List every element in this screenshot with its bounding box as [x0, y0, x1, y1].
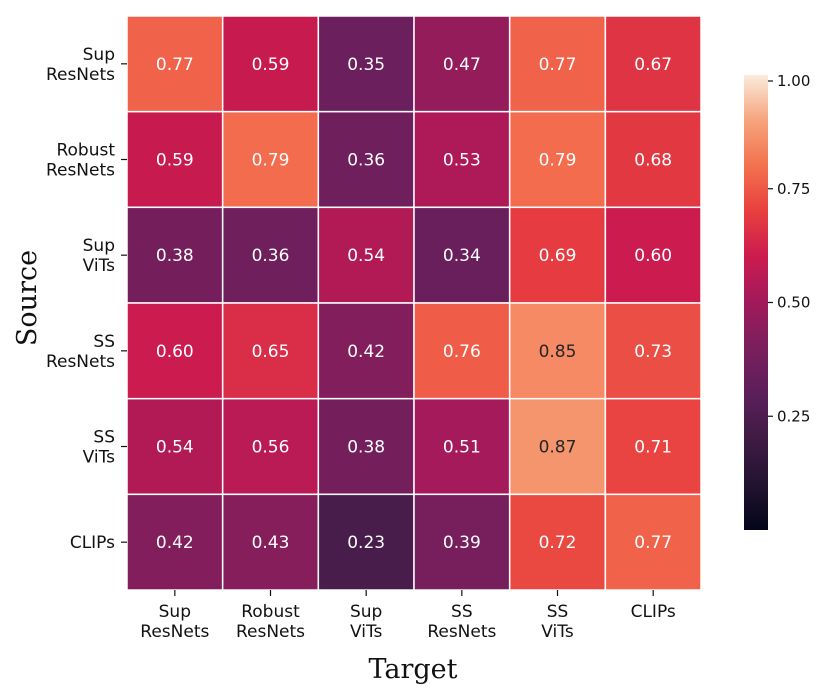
y-tick-label: Robust ResNets — [46, 141, 115, 181]
cell-value-label: 0.56 — [252, 438, 290, 458]
x-tick-label: SS ViTs — [541, 602, 574, 642]
heatmap-cell — [413, 302, 511, 400]
x-axis-ticks: Sup ResNets Robust ResNets Sup ViTs SS ResNets S… — [140, 590, 676, 642]
cell-value-label: 0.73 — [634, 342, 672, 362]
heatmap-cell — [508, 302, 607, 400]
cell-value-label: 0.42 — [156, 533, 194, 553]
heatmap-cell — [126, 302, 224, 400]
heatmap-cell — [604, 493, 702, 591]
cell-value-label: 0.85 — [539, 342, 577, 362]
cell-value-label: 0.77 — [539, 55, 577, 75]
x-tick-label: CLIPs — [631, 602, 676, 622]
cell-value-label: 0.71 — [634, 438, 672, 458]
cell-value-label: 0.54 — [347, 246, 385, 266]
cell-value-label: 0.51 — [443, 438, 481, 458]
x-tick-label: Sup ResNets — [140, 602, 209, 642]
colorbar-gradient — [744, 75, 768, 530]
heatmap-cell — [126, 397, 224, 496]
heatmap-cell — [604, 302, 702, 400]
heatmap-cell — [221, 15, 320, 113]
cell-value-label: 0.60 — [634, 246, 672, 266]
heatmap-cell — [126, 15, 224, 113]
heatmap-cell — [413, 206, 511, 304]
cell-value-label: 0.76 — [443, 342, 481, 362]
x-tick-label: Robust ResNets — [236, 602, 305, 642]
cell-value-label: 0.39 — [443, 533, 481, 553]
x-tick-label: Sup ViTs — [350, 602, 383, 642]
cell-value-label: 0.87 — [539, 438, 577, 458]
heatmap-cell — [413, 397, 511, 496]
heatmap-cell — [604, 110, 702, 209]
cell-value-label: 0.67 — [634, 55, 672, 75]
y-tick-label: Sup ViTs — [83, 236, 116, 276]
heatmap-cell — [508, 397, 607, 496]
colorbar-tick-label: 0.75 — [777, 180, 810, 198]
heatmap-cell — [317, 397, 415, 496]
colorbar-tick-label: 0.25 — [777, 407, 810, 425]
cell-value-label: 0.72 — [539, 533, 577, 553]
cell-value-label: 0.34 — [443, 246, 481, 266]
heatmap-cell — [221, 206, 320, 304]
heatmap-cell — [413, 15, 511, 113]
cell-value-label: 0.59 — [156, 151, 194, 171]
cell-value-label: 0.36 — [347, 151, 385, 171]
cell-value-label: 0.53 — [443, 151, 481, 171]
y-axis-title: Source — [12, 250, 43, 346]
cell-value-label: 0.42 — [347, 342, 385, 362]
cell-value-label: 0.65 — [252, 342, 290, 362]
heatmap-cell — [604, 206, 702, 304]
heatmap-cell — [604, 15, 702, 113]
cell-value-label: 0.47 — [443, 55, 481, 75]
heatmap-cell — [413, 110, 511, 209]
cell-value-label: 0.38 — [347, 438, 385, 458]
cell-value-label: 0.23 — [347, 533, 385, 553]
x-tick-label: SS ResNets — [427, 602, 496, 642]
heatmap-cell — [126, 493, 224, 591]
cell-value-label: 0.35 — [347, 55, 385, 75]
heatmap-cell — [221, 302, 320, 400]
heatmap-cell — [317, 15, 415, 113]
x-axis-title: Target — [368, 654, 457, 685]
y-axis-ticks: Sup ResNets Robust ResNets Sup ViTs SS ResNets S… — [46, 45, 127, 553]
cell-value-label: 0.43 — [252, 533, 290, 553]
colorbar-tick-label: 1.00 — [777, 72, 810, 90]
heatmap-cell — [508, 206, 607, 304]
cell-value-label: 0.77 — [634, 533, 672, 553]
cell-value-label: 0.68 — [634, 151, 672, 171]
cell-value-label: 0.77 — [156, 55, 194, 75]
cell-value-label: 0.38 — [156, 246, 194, 266]
cell-value-label: 0.36 — [252, 246, 290, 266]
heatmap-cell — [317, 302, 415, 400]
cell-value-label: 0.60 — [156, 342, 194, 362]
heatmap-grid: 0.77 0.59 0.35 0.47 0.77 0.67 0.59 0.79 0.36 0.53… — [126, 15, 702, 591]
y-tick-label: CLIPs — [70, 533, 115, 553]
colorbar: 0.25 0.50 0.75 1.00 — [744, 72, 810, 530]
heatmap-cell — [604, 397, 702, 496]
y-tick-label: SS ResNets — [46, 332, 115, 372]
y-tick-label: SS ViTs — [83, 428, 116, 468]
cell-value-label: 0.79 — [539, 151, 577, 171]
colorbar-tick-label: 0.50 — [777, 294, 810, 312]
cell-value-label: 0.59 — [252, 55, 290, 75]
y-tick-label: Sup ResNets — [46, 45, 115, 85]
cell-value-label: 0.54 — [156, 438, 194, 458]
cell-value-label: 0.79 — [252, 151, 290, 171]
cell-value-label: 0.69 — [539, 246, 577, 266]
heatmap-cell — [221, 110, 320, 209]
